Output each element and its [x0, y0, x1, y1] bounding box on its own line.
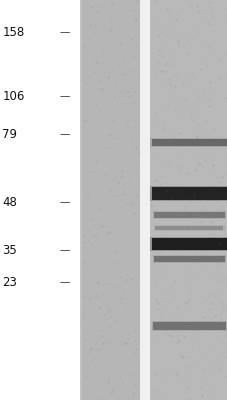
Bar: [153, 225, 224, 231]
Text: 106: 106: [2, 90, 25, 102]
Bar: [82, 0, 141, 400]
Text: 79: 79: [2, 128, 17, 140]
Bar: [152, 322, 225, 330]
Text: —: —: [59, 277, 70, 287]
Bar: [151, 321, 226, 331]
Bar: [153, 212, 224, 218]
Bar: [150, 0, 227, 400]
Text: —: —: [59, 245, 70, 255]
Text: —: —: [59, 91, 70, 101]
Bar: [150, 237, 227, 251]
Bar: [152, 255, 225, 263]
Text: 158: 158: [2, 26, 25, 38]
Bar: [150, 186, 227, 201]
Bar: [153, 256, 224, 262]
Bar: [79, 0, 227, 400]
Text: 23: 23: [2, 276, 17, 288]
Text: —: —: [59, 27, 70, 37]
Text: 35: 35: [2, 244, 17, 256]
Bar: [152, 211, 225, 219]
Bar: [151, 238, 226, 250]
Bar: [140, 0, 150, 400]
Bar: [151, 139, 226, 146]
Bar: [150, 138, 227, 147]
Bar: [151, 187, 226, 200]
Text: 48: 48: [2, 196, 17, 208]
Text: —: —: [59, 197, 70, 207]
Text: —: —: [59, 129, 70, 139]
Bar: [154, 226, 222, 230]
